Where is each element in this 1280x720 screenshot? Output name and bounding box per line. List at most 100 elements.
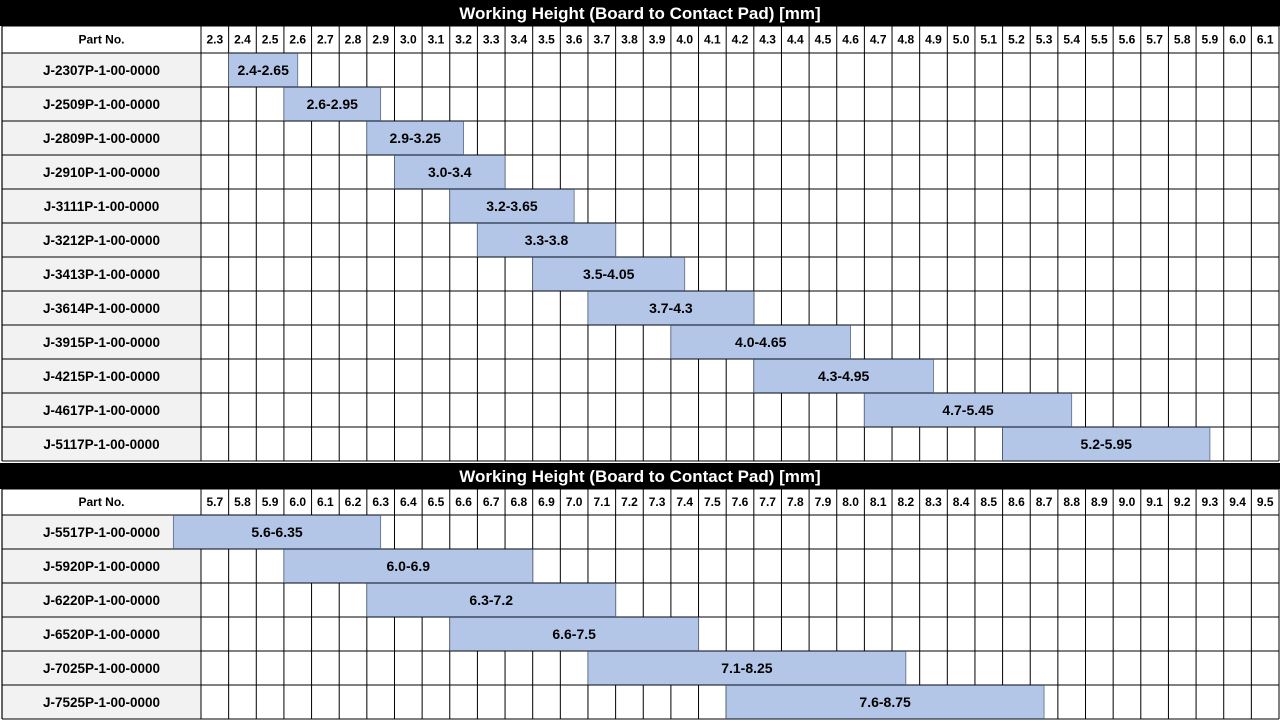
tick-label: 7.6 (732, 495, 749, 509)
range-bar-fill (725, 685, 1045, 719)
tick-label: 6.7 (483, 495, 500, 509)
range-bar-fill (753, 359, 934, 393)
tick-label: 5.7 (1146, 33, 1163, 47)
tick-label: 5.3 (1036, 33, 1053, 47)
part-cell (2, 87, 201, 121)
tick-label: 2.4 (234, 33, 251, 47)
tick-label: 4.9 (925, 33, 942, 47)
tick-label: 8.6 (1008, 495, 1025, 509)
range-bar-fill (283, 549, 534, 583)
range-bar-label: 6.3-7.2 (469, 592, 513, 608)
part-number: J-2509P-1-00-0000 (43, 97, 160, 112)
range-bar-fill (366, 121, 464, 155)
part-number: J-3614P-1-00-0000 (43, 301, 160, 316)
range-bar-fill (587, 291, 755, 325)
tick-label: 8.8 (1063, 495, 1080, 509)
tick-label: 3.7 (593, 33, 610, 47)
tick-label: 2.3 (206, 33, 223, 47)
tick-label: 4.4 (787, 33, 804, 47)
tick-label: 3.8 (621, 33, 638, 47)
range-bar-label: 3.7-4.3 (649, 300, 693, 316)
range-bar-fill (532, 257, 686, 291)
tick-label: 5.5 (1091, 33, 1108, 47)
part-number: J-3212P-1-00-0000 (43, 233, 160, 248)
range-bar-fill (477, 223, 617, 257)
tick-label: 6.5 (428, 495, 445, 509)
range-bar-label: 4.3-4.95 (818, 368, 870, 384)
range-bar-fill (228, 53, 299, 87)
range-bar-label: 6.6-7.5 (552, 626, 596, 642)
tick-label: 5.2 (1008, 33, 1025, 47)
tick-label: 3.1 (428, 33, 445, 47)
part-cell (2, 393, 201, 427)
range-bar-label: 4.7-5.45 (942, 402, 994, 418)
part-number: J-5117P-1-00-0000 (43, 437, 159, 452)
part-number: J-6520P-1-00-0000 (43, 627, 160, 642)
part-number: J-3413P-1-00-0000 (43, 267, 160, 282)
part-number: J-3111P-1-00-0000 (44, 199, 160, 214)
tick-label: 6.3 (372, 495, 389, 509)
range-bar-label: 3.5-4.05 (583, 266, 635, 282)
range-bar-fill (1002, 427, 1211, 461)
tick-label: 8.0 (842, 495, 859, 509)
tick-label: 4.2 (732, 33, 749, 47)
chart-title: Working Height (Board to Contact Pad) [m… (459, 4, 820, 23)
part-no-header: Part No. (78, 33, 124, 47)
part-number: J-4215P-1-00-0000 (43, 369, 160, 384)
part-cell (2, 359, 201, 393)
part-number: J-6220P-1-00-0000 (43, 593, 160, 608)
tick-label: 9.5 (1257, 495, 1274, 509)
part-cell (2, 515, 201, 549)
tick-label: 3.6 (566, 33, 583, 47)
tick-label: 4.8 (898, 33, 915, 47)
tick-label: 2.7 (317, 33, 334, 47)
chart-section-2: Working Height (Board to Contact Pad) [m… (0, 463, 1280, 720)
part-number: J-5920P-1-00-0000 (43, 559, 160, 574)
tick-label: 2.6 (289, 33, 306, 47)
range-bar-fill (283, 87, 382, 121)
tick-label: 7.2 (621, 495, 638, 509)
tick-label: 3.0 (400, 33, 417, 47)
tick-label: 4.3 (759, 33, 776, 47)
range-bar-fill (366, 583, 617, 617)
tick-label: 9.3 (1202, 495, 1219, 509)
tick-label: 4.7 (870, 33, 887, 47)
tick-label: 3.2 (455, 33, 472, 47)
part-cell (2, 155, 201, 189)
part-cell (2, 549, 201, 583)
tick-label: 7.1 (593, 495, 610, 509)
tick-label: 7.4 (676, 495, 693, 509)
tick-label: 2.9 (372, 33, 389, 47)
range-bar-label: 3.0-3.4 (428, 164, 472, 180)
tick-label: 7.7 (759, 495, 776, 509)
range-bar-label: 5.6-6.35 (251, 524, 303, 540)
tick-label: 7.5 (704, 495, 721, 509)
part-cell (2, 583, 201, 617)
tick-label: 5.1 (980, 33, 997, 47)
title-band (0, 0, 1280, 26)
range-bar-label: 5.2-5.95 (1081, 436, 1133, 452)
range-bar-label: 3.2-3.65 (486, 198, 538, 214)
tick-label: 4.1 (704, 33, 721, 47)
range-bar-label: 7.1-8.25 (721, 660, 773, 676)
tick-label: 7.0 (566, 495, 583, 509)
part-number: J-2307P-1-00-0000 (43, 63, 160, 78)
tick-label: 9.1 (1146, 495, 1163, 509)
chart-title: Working Height (Board to Contact Pad) [m… (459, 467, 820, 486)
range-bar-label: 4.0-4.65 (735, 334, 787, 350)
tick-label: 6.1 (1257, 33, 1274, 47)
tick-label: 5.4 (1063, 33, 1080, 47)
tick-label: 6.4 (400, 495, 417, 509)
tick-label: 6.0 (289, 495, 306, 509)
part-no-header: Part No. (78, 495, 124, 509)
tick-label: 8.1 (870, 495, 887, 509)
tick-label: 5.6 (1119, 33, 1136, 47)
tick-label: 5.9 (1202, 33, 1219, 47)
tick-label: 7.8 (787, 495, 804, 509)
range-bar-label: 2.9-3.25 (390, 130, 442, 146)
range-bar-label: 2.4-2.65 (238, 62, 290, 78)
part-cell (2, 291, 201, 325)
part-cell (2, 427, 201, 461)
range-bar-fill (394, 155, 506, 189)
part-number: J-7525P-1-00-0000 (43, 695, 160, 710)
